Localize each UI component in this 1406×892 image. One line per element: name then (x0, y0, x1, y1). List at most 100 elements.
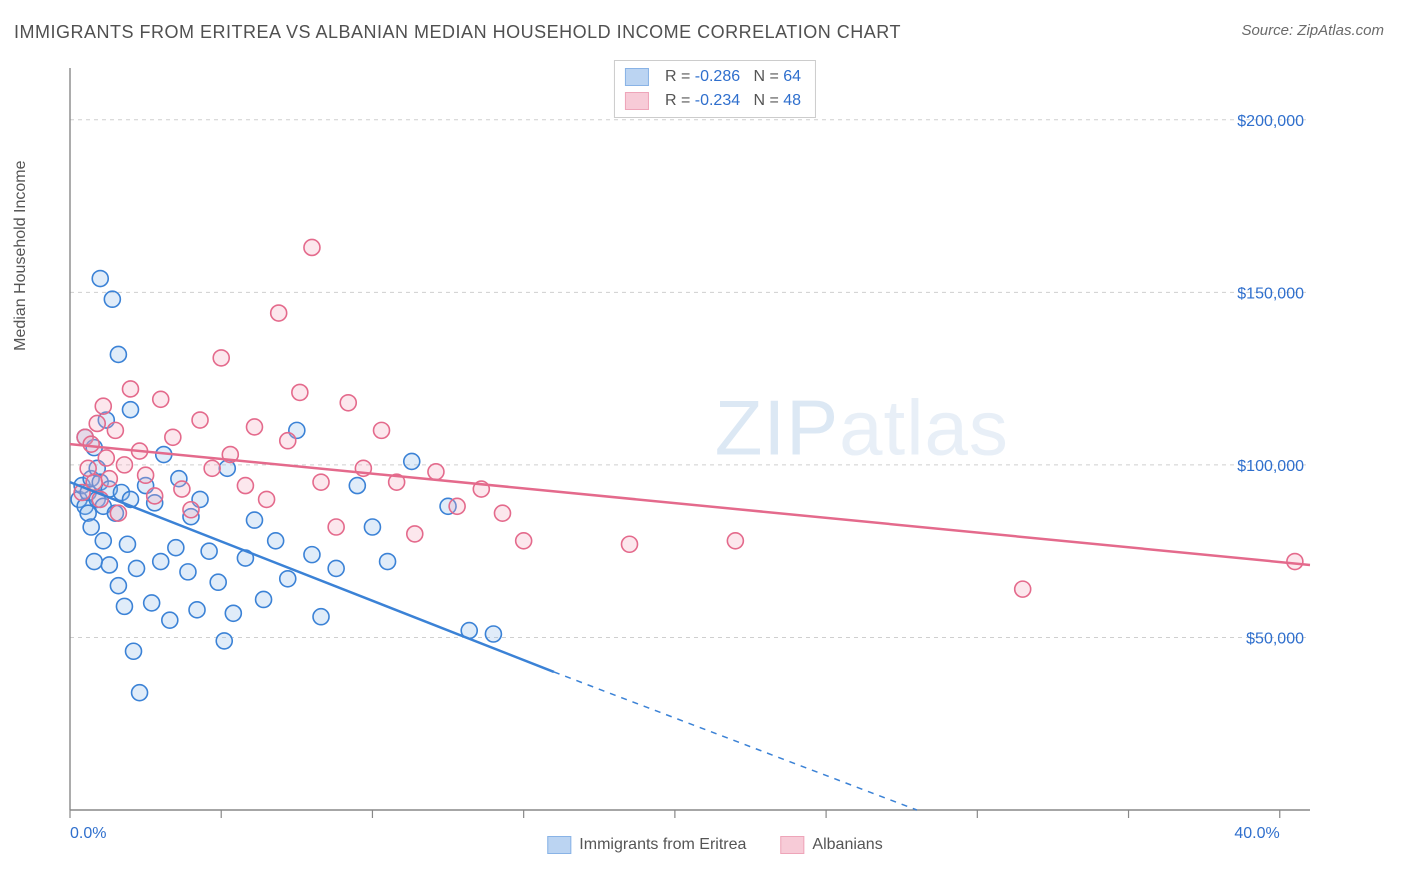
data-point-eritrea (313, 609, 329, 625)
data-point-albanians (192, 412, 208, 428)
data-point-eritrea (83, 519, 99, 535)
data-point-albanians (271, 305, 287, 321)
trend-line-dashed-eritrea (554, 672, 917, 810)
data-point-albanians (183, 502, 199, 518)
x-tick-label-right: 40.0% (1234, 825, 1279, 842)
data-point-albanians (1287, 554, 1303, 570)
legend-swatch (547, 836, 571, 854)
source-label: Source: ZipAtlas.com (1241, 22, 1384, 39)
data-point-eritrea (101, 557, 117, 573)
data-point-albanians (313, 474, 329, 490)
y-tick-label: $100,000 (1237, 458, 1304, 475)
data-point-eritrea (95, 533, 111, 549)
data-point-eritrea (485, 626, 501, 642)
data-point-eritrea (116, 598, 132, 614)
series-legend: Immigrants from Eritrea Albanians (547, 836, 882, 854)
data-point-albanians (89, 415, 105, 431)
data-point-albanians (328, 519, 344, 535)
data-point-eritrea (104, 291, 120, 307)
data-point-albanians (727, 533, 743, 549)
data-point-eritrea (201, 543, 217, 559)
data-point-albanians (165, 429, 181, 445)
legend-swatch (780, 836, 804, 854)
data-point-albanians (153, 391, 169, 407)
data-point-eritrea (349, 478, 365, 494)
data-point-eritrea (110, 578, 126, 594)
data-point-albanians (122, 381, 138, 397)
data-point-albanians (494, 505, 510, 521)
data-point-albanians (340, 395, 356, 411)
legend-label: Albanians (812, 836, 882, 854)
legend-swatch (625, 92, 649, 110)
data-point-albanians (110, 505, 126, 521)
y-axis-label: Median Household Income (12, 160, 30, 350)
data-point-eritrea (162, 612, 178, 628)
data-point-albanians (516, 533, 532, 549)
data-point-eritrea (180, 564, 196, 580)
correlation-legend: R = -0.286 N = 64 R = -0.234 N = 48 (614, 60, 816, 118)
data-point-eritrea (364, 519, 380, 535)
data-point-albanians (449, 498, 465, 514)
chart-title: IMMIGRANTS FROM ERITREA VS ALBANIAN MEDI… (14, 22, 901, 43)
data-point-eritrea (129, 560, 145, 576)
chart-area: $50,000 $100,000 $150,000 $200,000 ZIPatlas 0… (50, 60, 1380, 850)
series-legend-item-albanians: Albanians (780, 836, 882, 854)
data-point-albanians (292, 384, 308, 400)
data-point-eritrea (328, 560, 344, 576)
legend-label: Immigrants from Eritrea (579, 836, 746, 854)
data-point-eritrea (168, 540, 184, 556)
data-point-albanians (246, 419, 262, 435)
data-point-albanians (213, 350, 229, 366)
data-point-eritrea (119, 536, 135, 552)
legend-row-albanians: R = -0.234 N = 48 (625, 89, 801, 113)
scatter-chart-svg: $50,000 $100,000 $150,000 $200,000 ZIPatlas 0… (50, 60, 1380, 850)
data-point-albanians (86, 474, 102, 490)
data-point-albanians (280, 433, 296, 449)
data-point-eritrea (189, 602, 205, 618)
data-point-eritrea (110, 346, 126, 362)
legend-swatch (625, 68, 649, 86)
data-point-albanians (116, 457, 132, 473)
data-point-eritrea (126, 643, 142, 659)
trend-line-albanians (70, 444, 1310, 565)
data-point-eritrea (256, 591, 272, 607)
data-point-albanians (374, 422, 390, 438)
data-point-eritrea (246, 512, 262, 528)
data-point-albanians (138, 467, 154, 483)
data-point-albanians (304, 239, 320, 255)
data-point-albanians (204, 460, 220, 476)
data-point-eritrea (210, 574, 226, 590)
legend-values: R = -0.234 N = 48 (665, 92, 801, 110)
data-point-eritrea (380, 554, 396, 570)
data-point-albanians (95, 398, 111, 414)
data-point-eritrea (280, 571, 296, 587)
data-point-albanians (174, 481, 190, 497)
data-point-albanians (407, 526, 423, 542)
data-point-eritrea (92, 271, 108, 287)
data-point-eritrea (153, 554, 169, 570)
y-tick-label: $200,000 (1237, 113, 1304, 130)
x-tick-label-left: 0.0% (70, 825, 106, 842)
series-legend-item-eritrea: Immigrants from Eritrea (547, 836, 746, 854)
data-point-eritrea (86, 554, 102, 570)
data-point-eritrea (225, 605, 241, 621)
legend-row-eritrea: R = -0.286 N = 64 (625, 65, 801, 89)
watermark: ZIPatlas (715, 384, 1009, 472)
data-point-eritrea (144, 595, 160, 611)
data-point-albanians (147, 488, 163, 504)
data-point-albanians (107, 422, 123, 438)
y-tick-label: $50,000 (1246, 630, 1304, 647)
data-point-eritrea (404, 453, 420, 469)
data-point-eritrea (216, 633, 232, 649)
data-point-albanians (83, 436, 99, 452)
data-point-eritrea (268, 533, 284, 549)
data-point-albanians (101, 471, 117, 487)
data-point-albanians (98, 450, 114, 466)
data-point-albanians (237, 478, 253, 494)
data-point-eritrea (122, 402, 138, 418)
data-point-albanians (1015, 581, 1031, 597)
data-point-eritrea (304, 547, 320, 563)
y-tick-label: $150,000 (1237, 285, 1304, 302)
trend-line-eritrea (70, 482, 554, 672)
data-point-eritrea (132, 685, 148, 701)
